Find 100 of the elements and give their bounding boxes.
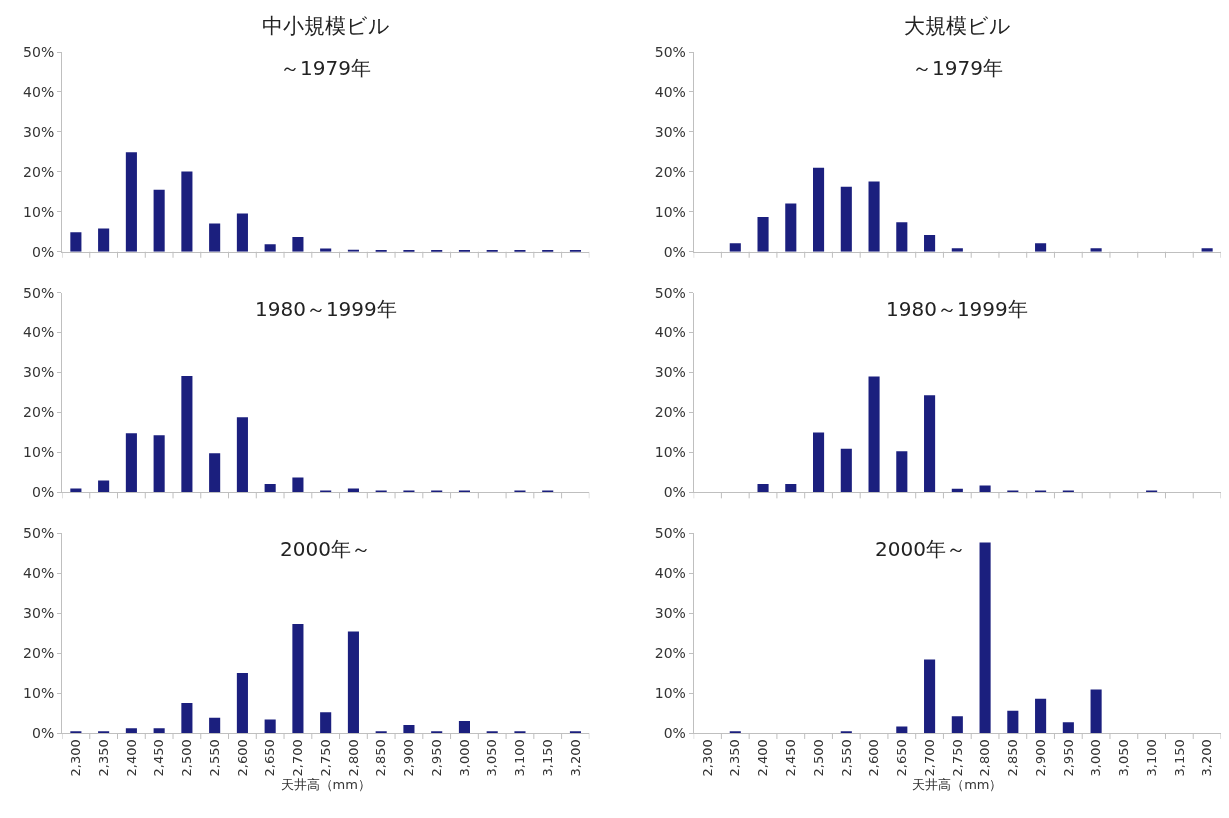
y-tick-label: 0% (31, 484, 55, 501)
y-tick-label: 30% (654, 605, 686, 622)
bar (264, 483, 276, 493)
bar (785, 203, 797, 252)
bar (813, 167, 825, 252)
y-tick-label: 40% (654, 324, 686, 341)
bar (757, 483, 769, 493)
bar (209, 453, 221, 493)
x-tick-label: 2,400 (123, 739, 139, 777)
y-tick-label: 10% (654, 444, 686, 461)
x-tick-label: 2,750 (949, 739, 965, 777)
annotation: 1980～1999年 (255, 297, 397, 321)
bar (896, 726, 908, 733)
y-tick-label: 10% (23, 684, 55, 701)
x-tick-label: 3,200 (1199, 739, 1215, 777)
y-tick-label: 30% (654, 123, 686, 140)
x-tick-label: 2,550 (206, 739, 222, 777)
y-tick-label: 20% (23, 163, 55, 180)
bar (320, 712, 332, 733)
y-tick-label: 50% (654, 525, 686, 542)
x-tick-label: 2,600 (234, 739, 250, 777)
y-tick-label: 40% (654, 565, 686, 582)
bar (1035, 698, 1047, 733)
bar (924, 395, 936, 493)
y-tick-label: 50% (23, 284, 55, 301)
y-tick-label: 50% (23, 43, 55, 60)
bar (840, 186, 852, 252)
annotation: 1980～1999年 (886, 297, 1028, 321)
x-tick-label: 3,050 (1116, 739, 1132, 777)
y-tick-label: 20% (654, 645, 686, 661)
bar (125, 433, 137, 493)
x-tick-label: 2,950 (1060, 739, 1076, 777)
x-tick-label: 2,800 (977, 739, 993, 777)
bar (70, 232, 82, 252)
bar (813, 432, 825, 493)
y-tick-label: 30% (23, 364, 55, 381)
x-tick-label: 3,000 (1088, 739, 1104, 777)
bar (236, 417, 248, 493)
annotation: 2000年～ (280, 537, 371, 561)
bar (264, 244, 276, 252)
bar (264, 719, 276, 733)
y-tick-label: 20% (654, 404, 686, 421)
x-tick-label: 2,800 (345, 739, 361, 777)
y-tick-label: 40% (23, 83, 55, 100)
bar (896, 451, 908, 493)
y-tick-label: 30% (654, 364, 686, 381)
bar (236, 213, 248, 252)
x-tick-label: 2,400 (755, 739, 771, 777)
x-tick-label: 2,450 (783, 739, 799, 777)
x-tick-label: 2,900 (401, 739, 417, 777)
annotation: ～1979年 (912, 56, 1003, 80)
y-tick-label: 10% (654, 684, 686, 701)
bar (757, 217, 769, 252)
x-tick-label: 2,500 (810, 739, 826, 777)
x-tick-label: 3,100 (512, 739, 528, 777)
y-tick-label: 0% (663, 243, 686, 260)
y-tick-label: 0% (663, 724, 686, 741)
y-tick-label: 20% (23, 404, 55, 421)
bar (292, 623, 304, 733)
x-tick-label: 2,700 (290, 739, 306, 777)
x-tick-label: 2,950 (428, 739, 444, 777)
x-tick-label: 2,550 (838, 739, 854, 777)
bar (840, 448, 852, 493)
bar (125, 728, 137, 733)
bar (868, 181, 880, 252)
bar (209, 717, 221, 733)
annotation: 2000年～ (875, 537, 966, 561)
x-tick-label: 2,700 (921, 739, 937, 777)
y-tick-label: 30% (23, 123, 55, 140)
bar (1007, 710, 1019, 733)
bar (153, 189, 165, 252)
bar (292, 236, 304, 252)
bar (785, 483, 797, 493)
y-tick-label: 20% (23, 645, 55, 661)
y-tick-label: 40% (23, 565, 55, 582)
bar (403, 725, 415, 733)
x-tick-label: 2,600 (866, 739, 882, 777)
y-tick-label: 50% (654, 43, 686, 60)
x-tick-label: 2,500 (179, 739, 195, 777)
bar (924, 659, 936, 733)
bar (896, 222, 908, 252)
bar (181, 376, 193, 493)
x-tick-label: 2,350 (95, 739, 111, 777)
bar (1062, 722, 1074, 733)
x-tick-label: 3,200 (567, 739, 583, 777)
x-tick-label: 2,300 (68, 739, 84, 777)
x-tick-label: 2,650 (894, 739, 910, 777)
y-tick-label: 10% (654, 203, 686, 220)
y-tick-label: 10% (23, 203, 55, 220)
annotation: ～1979年 (280, 56, 371, 80)
x-tick-label: 2,850 (373, 739, 389, 777)
bar (729, 243, 741, 252)
bar (1035, 490, 1047, 493)
y-tick-label: 20% (654, 163, 686, 180)
bar (98, 228, 110, 252)
bar (98, 480, 110, 493)
x-tick-label: 2,350 (727, 739, 743, 777)
y-tick-label: 10% (23, 444, 55, 461)
bar (153, 435, 165, 493)
y-tick-label: 50% (654, 284, 686, 301)
